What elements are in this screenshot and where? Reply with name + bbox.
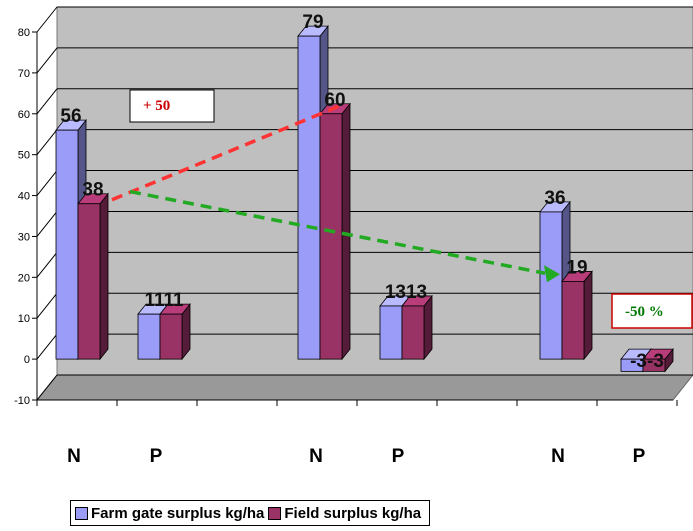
- legend-item-farm-gate: Farm gate surplus kg/ha: [75, 505, 264, 522]
- data-label-farm-gate: 36: [544, 188, 565, 209]
- category-label: N: [309, 446, 323, 467]
- legend-swatch-field: [268, 506, 282, 520]
- legend: Farm gate surplus kg/ha Field surplus kg…: [70, 500, 431, 526]
- increase-trend-line: [111, 104, 341, 202]
- y-tick-labels: -10 0 10 20 30 40 50 60 70 80: [14, 27, 30, 407]
- data-labels: 56 38 1111 79 60 1313 36 19 -3-3: [60, 12, 663, 372]
- bar-field-0: [77, 192, 109, 361]
- legend-label-field: Field surplus kg/ha: [284, 504, 422, 522]
- bar-farm-gate-4-front: [539, 211, 563, 360]
- gridline-diagonal: [36, 6, 58, 33]
- annotation-minus-50-text: -50 %: [625, 304, 664, 320]
- bar-field-2: [319, 102, 351, 361]
- category-label: N: [551, 446, 565, 467]
- annotation-plus-50-text: + 50: [143, 98, 170, 114]
- annotation-minus-50: -50 %: [611, 293, 693, 329]
- y-tick-label: 0: [24, 354, 30, 366]
- y-tick-label: 20: [18, 272, 30, 284]
- gridline-diagonal: [36, 374, 58, 401]
- y-tick-label: 50: [18, 150, 30, 162]
- y-tick-label: 80: [18, 27, 30, 39]
- gridline-diagonal: [36, 129, 58, 155]
- gridline-diagonal: [36, 333, 58, 360]
- gridline-diagonal: [36, 252, 58, 278]
- data-label-farm-gate: 56: [60, 106, 81, 127]
- gridline-diagonal: [36, 47, 58, 74]
- y-tick-label: 30: [18, 231, 30, 243]
- legend-swatch-farm-gate: [75, 506, 88, 520]
- y-tick-label: 60: [18, 109, 30, 121]
- data-label-field: 60: [324, 90, 345, 111]
- legend-item-field: Field surplus kg/ha: [268, 505, 421, 522]
- category-label: P: [150, 446, 163, 467]
- gridline-diagonal: [36, 88, 58, 115]
- data-label-field: 38: [82, 180, 103, 201]
- bar-field-2-front: [319, 113, 343, 360]
- bar-field-3-front: [401, 305, 425, 360]
- decrease-trend-arrow: [129, 189, 546, 275]
- data-label-field: 19: [566, 257, 587, 278]
- category-label: N: [67, 446, 81, 467]
- category-label: P: [633, 446, 646, 467]
- y-tick-label: -10: [14, 395, 30, 407]
- bar-farm-gate-0-front: [55, 129, 79, 360]
- arrowhead-icon: [544, 265, 560, 283]
- y-tick-label: 40: [18, 191, 30, 203]
- data-label-pair: -3-3: [630, 351, 664, 372]
- bar-field-1-front: [159, 313, 183, 360]
- data-label-farm-gate: 79: [302, 12, 323, 33]
- bar-field-2-side: [341, 102, 351, 361]
- bar-field-5: [642, 347, 674, 373]
- y-tick-label: 70: [18, 68, 30, 80]
- gridline-diagonal: [36, 170, 58, 196]
- bars: [55, 24, 674, 373]
- legend-label-farm-gate: Farm gate surplus kg/ha: [91, 504, 265, 522]
- bar-field-3-side: [423, 294, 433, 361]
- bar-field-4-front: [561, 281, 585, 360]
- bar-field-4: [561, 270, 593, 361]
- bar-farm-gate-3-front: [379, 305, 403, 360]
- bar-field-0-side: [99, 192, 109, 361]
- data-label-pair: 1111: [144, 290, 184, 311]
- y-tick-label: 10: [18, 313, 30, 325]
- gridline-diagonal: [36, 292, 58, 319]
- bar-field-5-front: [642, 358, 666, 372]
- bar-farm-gate-2-front: [297, 35, 321, 360]
- bar-farm-gate-1-front: [137, 313, 161, 360]
- bar-field-1: [159, 302, 191, 361]
- chart-floor: [35, 374, 693, 401]
- annotation-plus-50: + 50: [129, 89, 215, 123]
- category-label: P: [392, 446, 405, 467]
- bar-field-0-front: [77, 203, 101, 360]
- gridline-diagonal: [36, 211, 58, 237]
- bar-field-3: [401, 294, 433, 361]
- data-label-pair: 1313: [385, 282, 427, 303]
- bar-field-4-side: [583, 270, 593, 361]
